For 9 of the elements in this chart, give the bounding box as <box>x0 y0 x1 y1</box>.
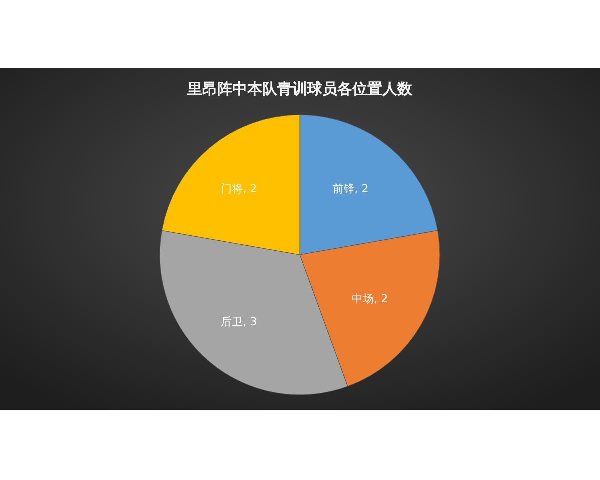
data-label: , 2 <box>354 182 369 196</box>
data-label: , 2 <box>374 292 388 306</box>
slice-label: 中场 <box>352 292 374 306</box>
chart-title: 里昂阵中本队青训球员各位置人数 <box>186 80 414 98</box>
slice-label: 前锋 <box>332 182 355 196</box>
data-label: , 2 <box>243 182 258 196</box>
data-label: , 3 <box>243 315 258 328</box>
slice-label: 后卫 <box>221 315 244 328</box>
slice-label: 门将 <box>221 182 244 196</box>
